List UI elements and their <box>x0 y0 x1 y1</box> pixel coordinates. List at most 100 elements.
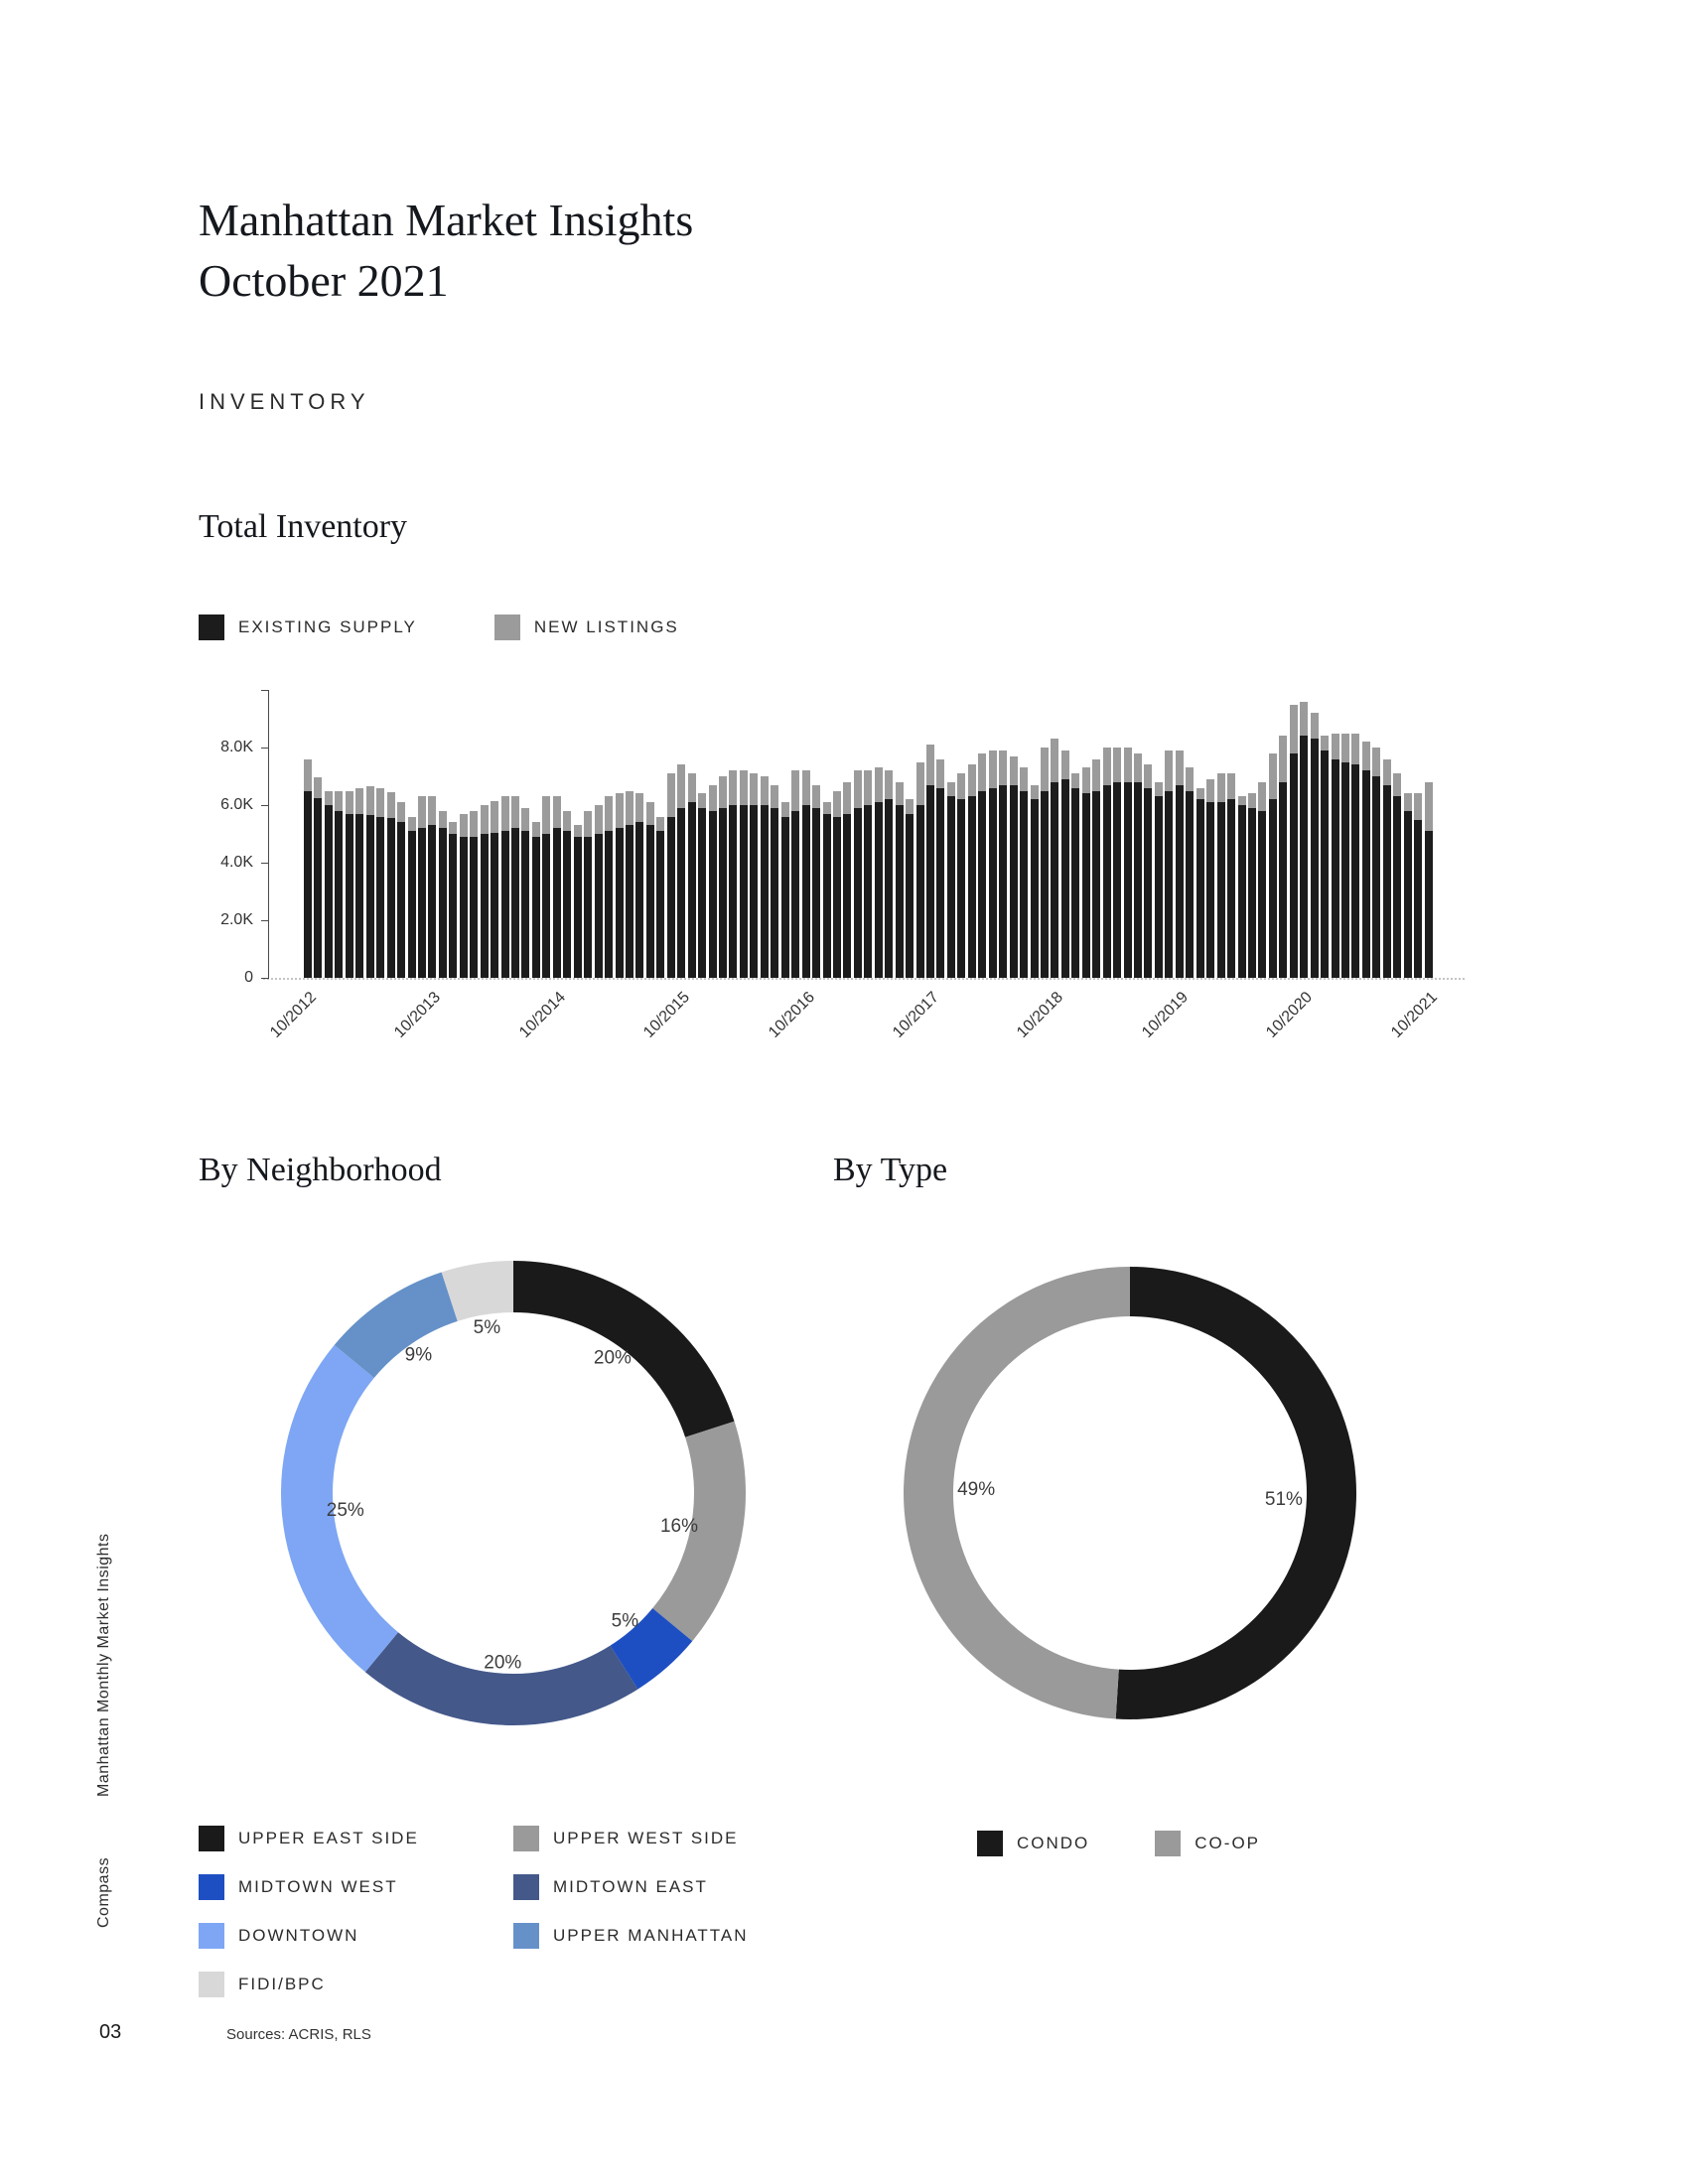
bar-new-listings <box>491 800 499 833</box>
x-axis-tick-label: 10/2012 <box>267 989 321 1041</box>
bar-new-listings <box>1051 739 1059 782</box>
co-op-label: CO-OP <box>1195 1833 1261 1852</box>
bar-new-listings <box>1247 793 1256 808</box>
bar-new-listings <box>324 790 333 805</box>
bar-new-listings <box>1414 793 1423 820</box>
x-axis-baseline <box>263 978 1465 980</box>
bar-new-listings <box>573 825 582 837</box>
y-axis-tick <box>261 748 269 749</box>
bar-new-listings <box>552 796 561 829</box>
bar-existing-supply <box>1382 784 1391 978</box>
bar-existing-supply <box>531 836 540 978</box>
bar-existing-supply <box>500 831 509 978</box>
bar-new-listings <box>1279 736 1288 782</box>
bar-existing-supply <box>573 836 582 978</box>
bar-new-listings <box>521 807 530 832</box>
bar-new-listings <box>470 810 479 837</box>
bar-new-listings <box>500 796 509 832</box>
bar-existing-supply <box>1341 761 1349 978</box>
legend-item-upper-west-side: UPPER WEST SIDE <box>513 1825 749 1851</box>
bar-new-listings <box>666 773 675 817</box>
bar-new-listings <box>1310 713 1319 740</box>
bar-new-listings <box>407 816 416 832</box>
x-axis-tick-label: 10/2014 <box>515 989 569 1041</box>
bar-new-listings <box>780 802 789 817</box>
bar-existing-supply <box>1165 790 1174 978</box>
bar-new-listings <box>417 796 426 829</box>
by-type-donut-chart: 51% 49% <box>903 1267 1356 1719</box>
bar-new-listings <box>739 770 748 805</box>
bar-new-listings <box>428 796 437 826</box>
donut-segment-upper-east-side <box>513 1261 735 1437</box>
bar-existing-supply <box>719 807 727 978</box>
x-axis-tick-label: 10/2019 <box>1138 989 1192 1041</box>
legend-item-upper-manhattan: UPPER MANHATTAN <box>513 1922 749 1949</box>
bar-new-listings <box>1361 742 1370 771</box>
bar-existing-supply <box>355 813 364 978</box>
bar-new-listings <box>895 781 904 805</box>
bar-existing-supply <box>926 784 934 978</box>
bar-existing-supply <box>801 805 810 978</box>
y-axis-tick-label: 2.0K <box>220 911 253 928</box>
legend-item-existing-supply: EXISTING SUPPLY <box>199 614 417 640</box>
bar-existing-supply <box>1227 799 1236 978</box>
bar-existing-supply <box>853 807 862 978</box>
bar-existing-supply <box>1403 810 1412 978</box>
bar-existing-supply <box>1144 787 1153 978</box>
bar-existing-supply <box>470 836 479 978</box>
fidi-bpc-label: FIDI/BPC <box>238 1974 326 1993</box>
bar-new-listings <box>760 776 769 805</box>
bar-new-listings <box>625 790 633 826</box>
bar-existing-supply <box>314 797 323 978</box>
bar-existing-supply <box>1113 781 1122 978</box>
bar-new-listings <box>1092 758 1101 791</box>
bar-new-listings <box>304 758 312 791</box>
existing-supply-label: EXISTING SUPPLY <box>238 616 417 636</box>
bar-new-listings <box>1165 750 1174 791</box>
bar-existing-supply <box>1424 831 1433 978</box>
bar-existing-supply <box>1081 793 1090 978</box>
bar-existing-supply <box>843 813 852 978</box>
legend-item-upper-east-side: UPPER EAST SIDE <box>199 1825 513 1851</box>
by-type-title: By Type <box>833 1152 948 1188</box>
bar-existing-supply <box>1361 770 1370 978</box>
donut-percent-label: 49% <box>957 1479 995 1500</box>
condo-swatch <box>977 1830 1003 1856</box>
bar-existing-supply <box>1258 810 1267 978</box>
donut-segment-midtown-west <box>610 1608 693 1690</box>
bar-existing-supply <box>1040 790 1049 978</box>
midtown-west-swatch <box>199 1873 224 1900</box>
bar-new-listings <box>750 773 759 805</box>
x-axis-tick-label: 10/2020 <box>1263 989 1317 1041</box>
bar-new-listings <box>376 787 385 817</box>
y-axis-tick <box>261 690 269 691</box>
bar-existing-supply <box>459 836 468 978</box>
midtown-east-swatch <box>513 1873 539 1900</box>
x-axis-tick-label: 10/2016 <box>765 989 818 1041</box>
bar-existing-supply <box>999 784 1008 978</box>
y-axis-tick <box>261 978 269 979</box>
bar-existing-supply <box>946 796 955 978</box>
bar-existing-supply <box>687 802 696 978</box>
donut-percent-label: 5% <box>474 1317 501 1338</box>
bar-existing-supply <box>656 831 665 978</box>
bar-existing-supply <box>552 828 561 978</box>
bar-existing-supply <box>771 807 779 978</box>
bar-new-listings <box>397 802 406 823</box>
bar-existing-supply <box>1414 819 1423 978</box>
type-legend: CONDO CO-OP <box>977 1830 1260 1856</box>
x-axis-tick-label: 10/2018 <box>1014 989 1067 1041</box>
bar-new-listings <box>1040 748 1049 791</box>
bar-new-listings <box>1020 767 1029 791</box>
bar-new-listings <box>1300 701 1309 737</box>
bar-new-listings <box>645 802 654 826</box>
bar-chart-legend: EXISTING SUPPLY NEW LISTINGS <box>199 614 679 640</box>
bar-existing-supply <box>967 796 976 978</box>
donut-percent-label: 20% <box>484 1653 521 1674</box>
upper-west-side-label: UPPER WEST SIDE <box>553 1828 739 1847</box>
bar-existing-supply <box>1123 781 1132 978</box>
bar-existing-supply <box>480 834 489 978</box>
co-op-swatch <box>1155 1830 1182 1856</box>
bar-new-listings <box>1154 781 1163 797</box>
